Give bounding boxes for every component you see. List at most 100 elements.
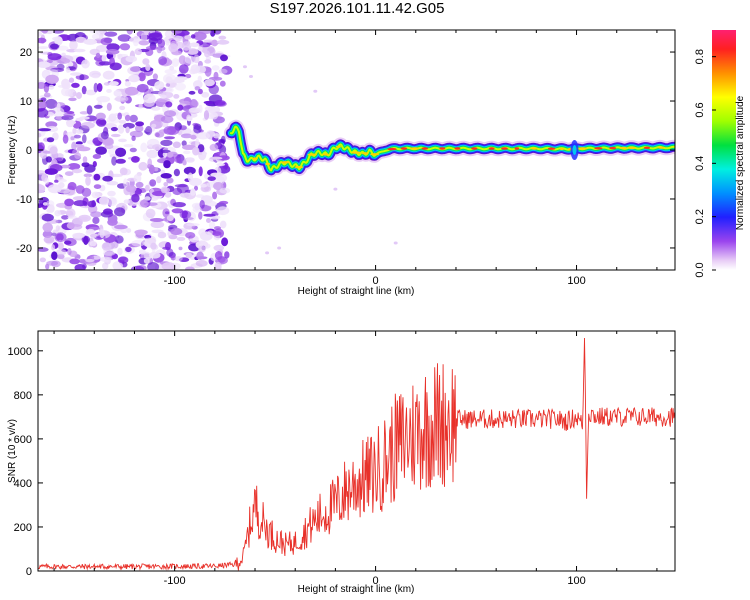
noise-blob [95, 112, 106, 121]
noise-blob [99, 228, 105, 239]
noise-blob [249, 75, 254, 79]
noise-blob [117, 247, 123, 256]
noise-blob [65, 67, 70, 73]
ridge-hotspot [265, 162, 271, 166]
colorbar-tick-label: 0.0 [694, 262, 706, 277]
noise-blob [81, 85, 87, 95]
noise-blob [67, 182, 77, 191]
noise-blob [173, 168, 180, 177]
noise-blob [124, 81, 131, 87]
noise-blob [198, 166, 203, 177]
ridge-hotspot [547, 147, 556, 150]
noise-blob [100, 256, 112, 262]
noise-blob [38, 184, 46, 194]
colorbar-tick-label: 0.2 [694, 209, 706, 224]
noise-blob [79, 116, 90, 120]
noise-blob [156, 45, 162, 54]
noise-blob [108, 147, 115, 156]
x-tick-label: 100 [567, 575, 585, 587]
noise-blob [71, 82, 80, 88]
noise-blob [214, 99, 226, 106]
noise-blob [93, 104, 103, 109]
chart-title: S197.2026.101.11.42.G05 [269, 0, 445, 17]
noise-blob [172, 202, 186, 208]
y-tick-label: 1000 [8, 346, 32, 358]
noise-blob [67, 61, 74, 67]
noise-blob [160, 115, 174, 124]
noise-blob [193, 54, 200, 64]
noise-blob [209, 143, 219, 151]
noise-blob [216, 163, 226, 167]
noise-blob [157, 231, 167, 239]
noise-blob [109, 173, 123, 178]
noise-blob [43, 92, 51, 98]
noise-blob [190, 134, 197, 140]
noise-blob [203, 100, 214, 105]
ridge-hotspot [252, 157, 258, 160]
ridge-hotspot [387, 147, 397, 151]
noise-blob [265, 251, 270, 255]
noise-blob [41, 30, 48, 34]
ridge-hotspot [488, 147, 495, 150]
noise-blob [210, 111, 219, 120]
noise-blob [51, 30, 65, 34]
noise-blob [194, 185, 198, 191]
snr-frame [37, 330, 676, 572]
noise-blob [56, 176, 65, 181]
noise-blob [91, 33, 103, 40]
noise-blob [138, 199, 149, 208]
ridge-hotspot [400, 147, 408, 150]
noise-blob [67, 215, 77, 220]
noise-blob [210, 172, 221, 177]
noise-blob [102, 70, 115, 80]
noise-blob [165, 83, 171, 87]
noise-blob [38, 101, 47, 109]
noise-blob [69, 40, 78, 50]
noise-blob [119, 167, 128, 176]
colorbar-ticks: 0.0 0.2 0.4 0.6 0.8 [694, 49, 716, 278]
noise-blob [190, 34, 196, 39]
noise-blob [114, 224, 128, 230]
noise-blob [217, 256, 226, 263]
noise-blob [156, 176, 162, 184]
noise-blob [64, 171, 74, 177]
noise-blob [204, 59, 212, 64]
noise-blob [96, 118, 102, 125]
noise-blob [142, 58, 150, 65]
noise-blob [144, 196, 151, 201]
noise-blob [56, 57, 71, 64]
noise-blob [165, 39, 170, 46]
noise-blob [197, 46, 203, 52]
noise-blob [165, 101, 173, 108]
noise-blob [277, 246, 282, 250]
ridge-hotspot [619, 146, 628, 150]
noise-blob [198, 245, 207, 253]
noise-blob [124, 86, 139, 96]
noise-blob [39, 257, 46, 263]
noise-blob [45, 121, 58, 128]
noise-blob [54, 232, 67, 243]
noise-blob [174, 155, 182, 164]
noise-blob [163, 160, 171, 169]
noise-blob [193, 80, 203, 89]
noise-blob [186, 114, 192, 122]
ridge-hotspot [514, 147, 520, 150]
noise-blob [103, 82, 111, 86]
noise-blob [163, 182, 169, 187]
noise-blob [135, 124, 144, 133]
noise-blob [168, 43, 178, 53]
noise-blob [160, 173, 172, 179]
noise-blob [219, 80, 226, 87]
noise-blob [143, 258, 150, 264]
noise-blob [123, 144, 134, 148]
noise-blob [85, 228, 95, 234]
noise-blob [126, 30, 133, 35]
noise-blob [54, 210, 61, 217]
noise-blob [117, 124, 125, 134]
noise-blob [165, 87, 174, 93]
noise-blob [184, 35, 192, 40]
noise-blob [165, 76, 173, 84]
noise-blob [206, 218, 211, 223]
noise-blob [129, 130, 143, 138]
noise-blob [38, 61, 51, 68]
